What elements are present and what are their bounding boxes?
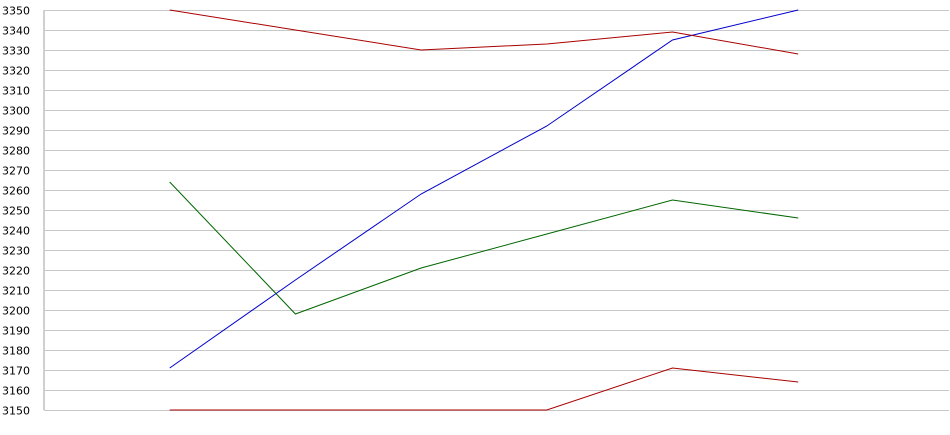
y-tick-label: 3220 <box>2 265 30 278</box>
y-tick-label: 3230 <box>2 245 30 258</box>
y-tick-label: 3200 <box>2 305 30 318</box>
series-lines <box>169 9 799 411</box>
y-tick-label: 3310 <box>2 85 30 98</box>
y-tick-label: 3250 <box>2 205 30 218</box>
y-tick-label: 3320 <box>2 65 30 78</box>
y-tick-label: 3270 <box>2 165 30 178</box>
y-tick-label: 3160 <box>2 385 30 398</box>
y-tick-label: 3210 <box>2 285 30 298</box>
y-tick-label: 3330 <box>2 45 30 58</box>
y-tick-label: 3150 <box>2 405 30 418</box>
y-tick-label: 3240 <box>2 225 30 238</box>
series-line-1 <box>169 9 799 369</box>
y-tick-label: 3340 <box>2 25 30 38</box>
series-line-2 <box>169 9 799 55</box>
y-tick-label: 3180 <box>2 345 30 358</box>
y-tick-label: 3260 <box>2 185 30 198</box>
series-line-3 <box>169 181 799 315</box>
y-tick-label: 3170 <box>2 365 30 378</box>
y-tick-label: 3290 <box>2 125 30 138</box>
y-tick-label: 3190 <box>2 325 30 338</box>
series-line-4 <box>169 367 799 411</box>
y-tick-label: 3350 <box>2 5 30 18</box>
y-tick-label: 3300 <box>2 105 30 118</box>
y-axis-tick-labels: 3150 3160 3170 3180 3190 3200 3210 3220 3230 3240… <box>2 5 30 418</box>
y-tick-label: 3280 <box>2 145 30 158</box>
gridlines <box>43 10 949 411</box>
